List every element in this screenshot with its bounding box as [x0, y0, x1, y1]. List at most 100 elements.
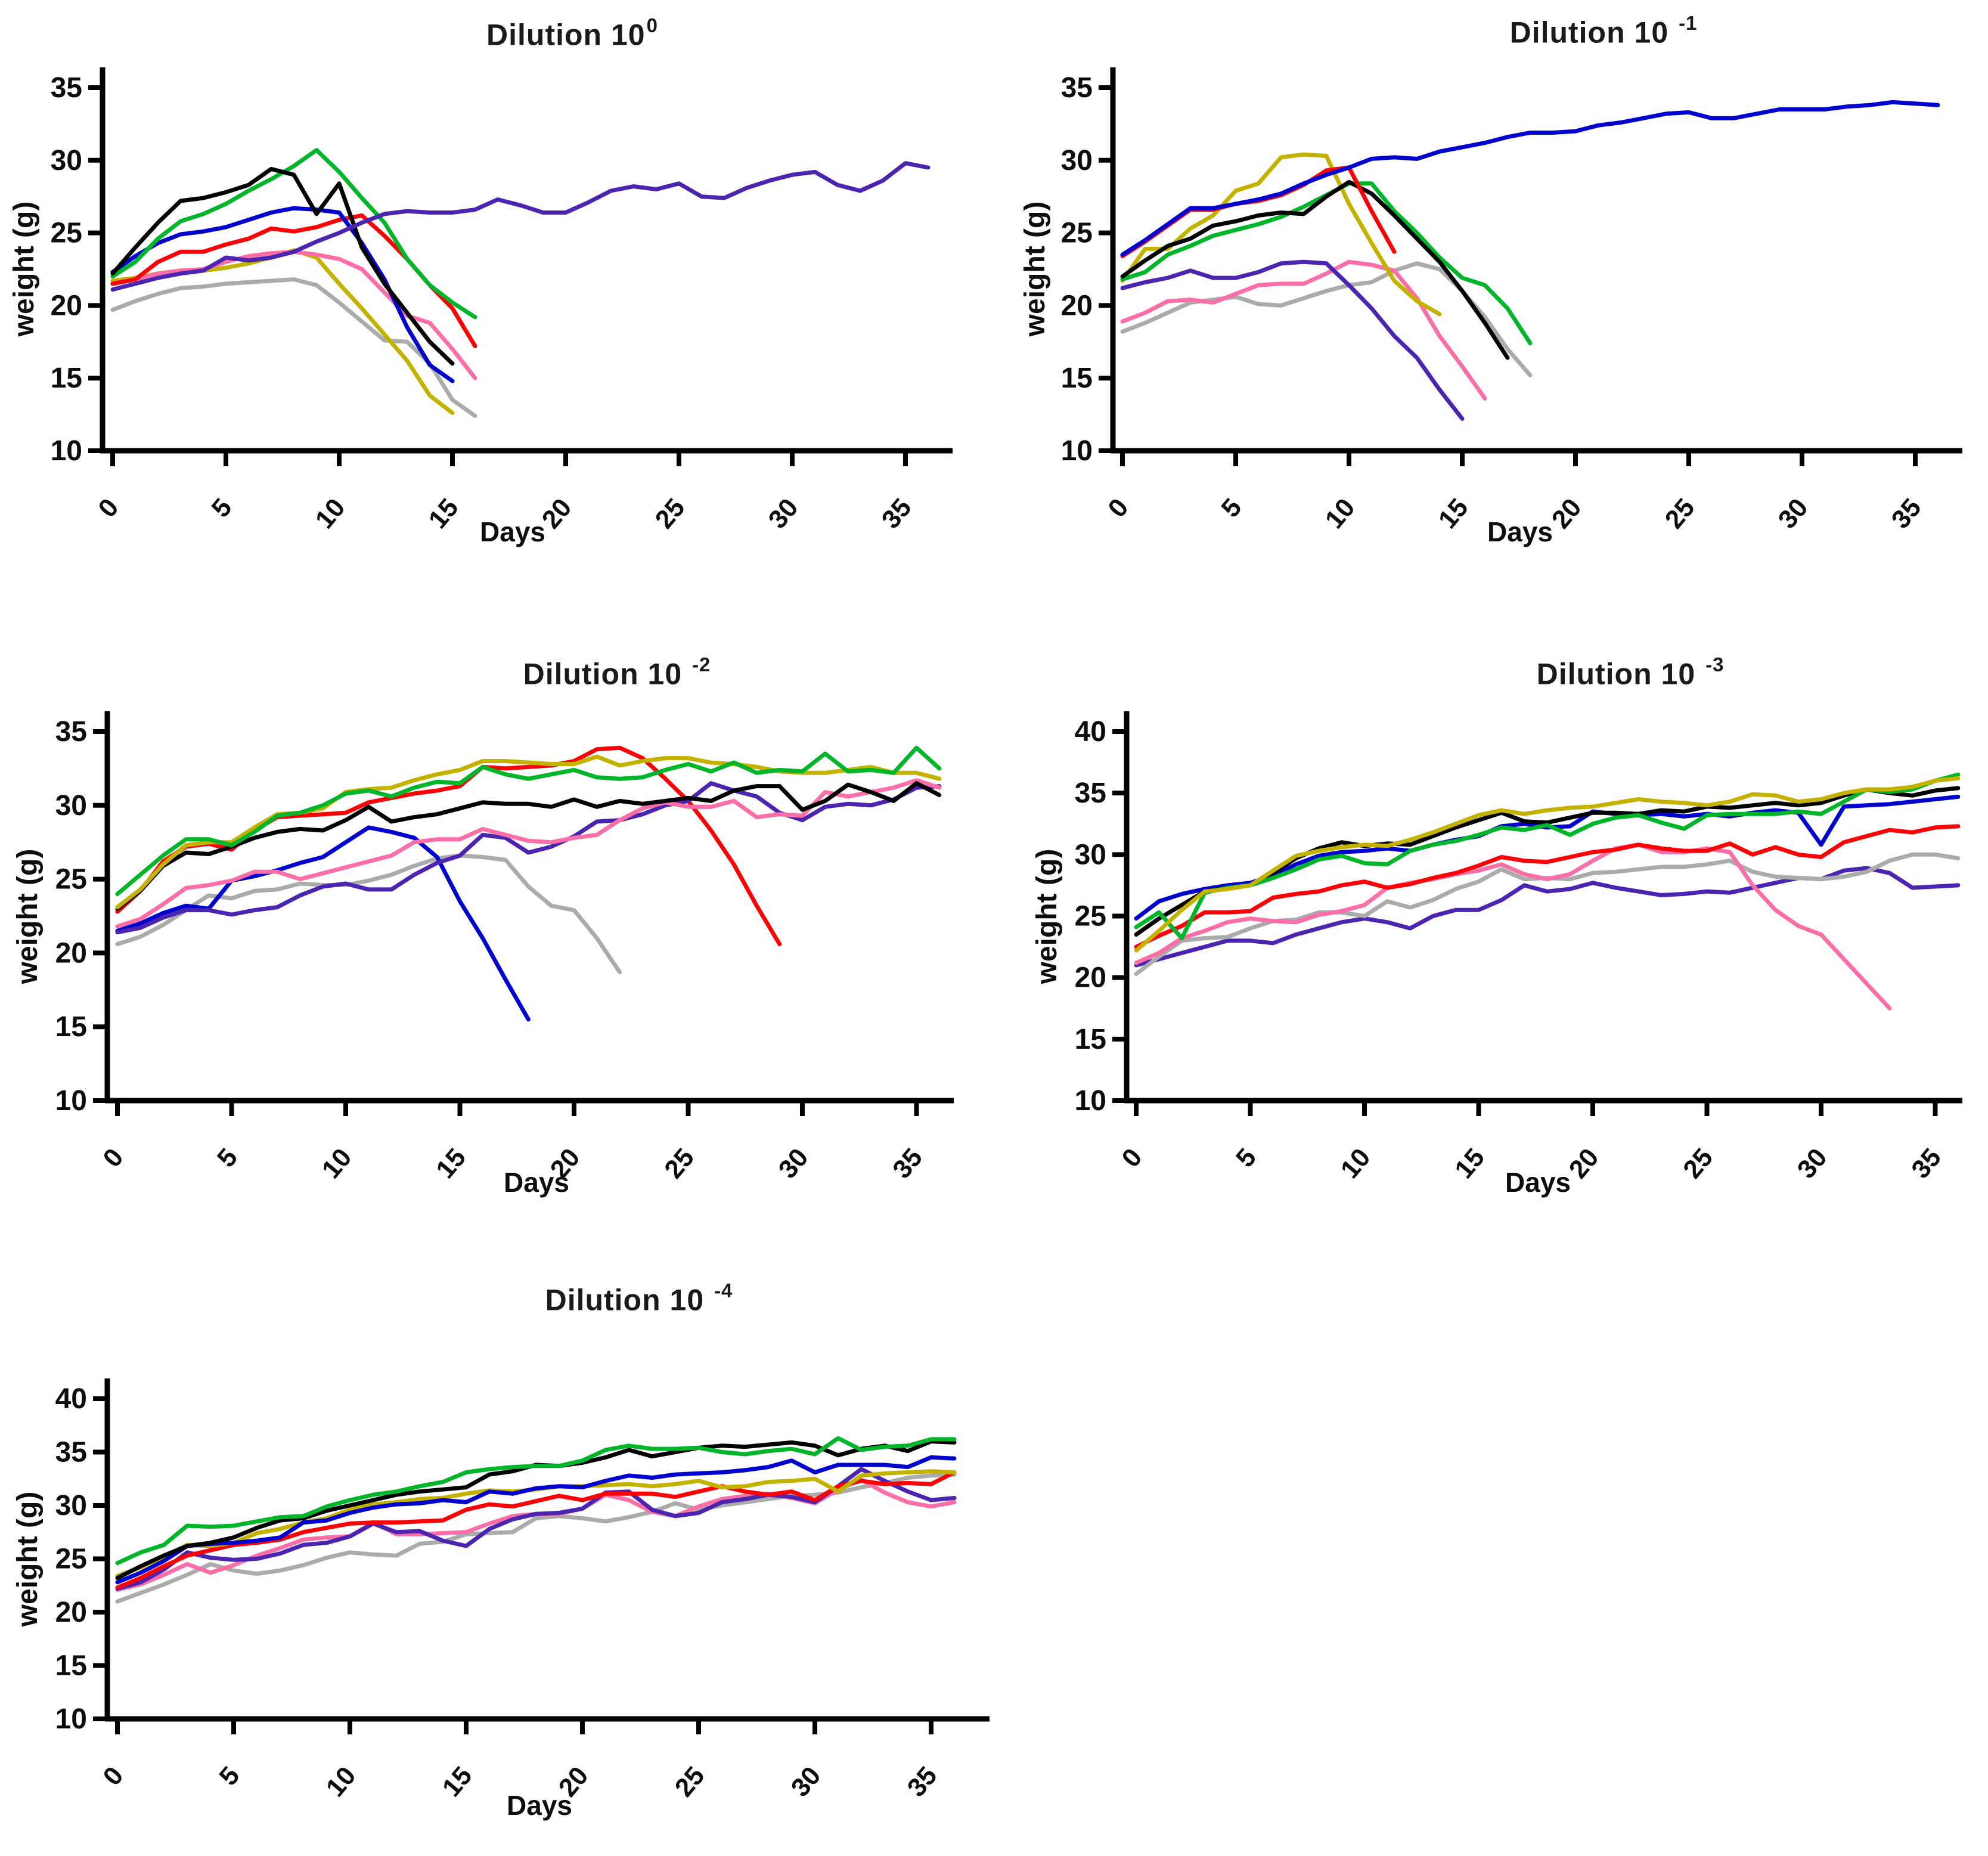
y-axis-label-dilution-1: weight (g) — [1019, 202, 1051, 337]
y-tick-label-dilution-4-35: 35 — [55, 1437, 87, 1468]
x-axis-label-dilution-3: Days — [1505, 1167, 1571, 1198]
x-tick-label-dilution-4-35: 35 — [902, 1761, 943, 1802]
series-dilution-2-purple — [115, 781, 942, 935]
series-dilution-2-green — [115, 745, 942, 896]
y-axis-label-dilution-4: weight (g) — [12, 1492, 44, 1628]
series-dilution-0-pink — [110, 249, 477, 380]
chart-title-dilution-4: Dilution 10 -4 — [545, 1279, 733, 1318]
series-dilution-3-blue — [1134, 794, 1961, 921]
y-tick-label-dilution-2-15: 15 — [55, 1011, 87, 1043]
y-tick-label-dilution-0-10: 10 — [51, 435, 82, 467]
y-tick-label-dilution-0-20: 20 — [51, 290, 82, 321]
x-tick-label-dilution-0-5: 5 — [206, 493, 237, 523]
y-tick-label-dilution-3-35: 35 — [1075, 777, 1106, 809]
x-tick-label-dilution-3-30: 30 — [1792, 1143, 1833, 1184]
x-tick-label-dilution-1-35: 35 — [1886, 493, 1927, 534]
series-dilution-0-purple — [110, 161, 931, 292]
x-tick-label-dilution-2-10: 10 — [317, 1143, 358, 1184]
chart-title-text: Dilution 10 — [523, 657, 683, 691]
chart-title-exponent: -4 — [714, 1279, 733, 1302]
y-tick-label-dilution-1-20: 20 — [1061, 290, 1093, 321]
y-tick-label-dilution-2-25: 25 — [55, 864, 87, 896]
x-tick-label-dilution-0-0: 0 — [92, 493, 124, 523]
chart-title-text: Dilution 10 — [545, 1283, 705, 1317]
series-dilution-2-black — [115, 781, 942, 911]
y-tick-label-dilution-4-25: 25 — [55, 1544, 87, 1575]
x-tick-label-dilution-4-30: 30 — [786, 1761, 827, 1802]
x-tick-label-dilution-0-25: 25 — [650, 493, 691, 534]
x-tick-label-dilution-1-0: 0 — [1102, 493, 1134, 523]
series-dilution-3-pink — [1134, 842, 1892, 1011]
x-tick-label-dilution-3-5: 5 — [1230, 1143, 1262, 1173]
x-tick-label-dilution-3-25: 25 — [1677, 1143, 1719, 1184]
y-tick-label-dilution-2-35: 35 — [55, 716, 87, 748]
x-tick-label-dilution-1-10: 10 — [1320, 493, 1361, 534]
series-dilution-0-gray — [110, 277, 477, 418]
x-tick-label-dilution-3-15: 15 — [1449, 1143, 1490, 1184]
y-axis-label-dilution-0: weight (g) — [8, 202, 40, 337]
chart-title-exponent: 0 — [646, 14, 658, 36]
y-tick-label-dilution-2-20: 20 — [55, 937, 87, 969]
x-tick-label-dilution-4-15: 15 — [437, 1761, 478, 1802]
series-dilution-1-purple — [1120, 259, 1465, 421]
chart-title-text: Dilution 10 — [1536, 657, 1696, 691]
y-tick-label-dilution-4-30: 30 — [55, 1490, 87, 1522]
y-tick-label-dilution-4-10: 10 — [55, 1703, 87, 1735]
y-tick-label-dilution-3-40: 40 — [1075, 716, 1106, 748]
x-tick-label-dilution-4-10: 10 — [321, 1761, 362, 1802]
x-tick-label-dilution-2-15: 15 — [430, 1143, 472, 1184]
x-tick-label-dilution-0-30: 30 — [763, 493, 804, 534]
x-tick-label-dilution-2-30: 30 — [773, 1143, 814, 1184]
y-tick-label-dilution-2-30: 30 — [55, 790, 87, 822]
chart-title-text: Dilution 10 — [486, 18, 646, 52]
chart-title-dilution-3: Dilution 10 -3 — [1536, 653, 1725, 692]
series-dilution-4-green — [115, 1436, 957, 1566]
series-dilution-4-purple — [115, 1467, 957, 1591]
y-tick-label-dilution-1-25: 25 — [1061, 218, 1093, 249]
y-tick-label-dilution-0-15: 15 — [51, 362, 82, 394]
series-dilution-1-black — [1120, 179, 1510, 360]
x-tick-label-dilution-0-15: 15 — [423, 493, 464, 534]
series-dilution-2-red — [115, 745, 782, 946]
y-tick-label-dilution-1-10: 10 — [1061, 435, 1093, 467]
x-tick-label-dilution-1-30: 30 — [1773, 493, 1814, 534]
x-tick-label-dilution-0-10: 10 — [310, 493, 351, 534]
x-tick-label-dilution-4-25: 25 — [669, 1761, 711, 1802]
series-dilution-3-red — [1134, 824, 1961, 949]
x-tick-label-dilution-2-35: 35 — [887, 1143, 928, 1184]
series-dilution-4-gray — [115, 1472, 957, 1604]
x-tick-label-dilution-1-15: 15 — [1433, 493, 1474, 534]
series-dilution-1-pink — [1120, 259, 1487, 401]
y-tick-label-dilution-4-40: 40 — [55, 1383, 87, 1415]
x-axis-label-dilution-2: Days — [504, 1167, 569, 1198]
y-tick-label-dilution-1-35: 35 — [1061, 72, 1093, 104]
x-tick-label-dilution-2-25: 25 — [659, 1143, 700, 1184]
chart-title-exponent: -2 — [692, 653, 711, 676]
chart-title-text: Dilution 10 — [1509, 16, 1669, 49]
y-tick-label-dilution-0-25: 25 — [51, 218, 82, 249]
chart-title-dilution-1: Dilution 10 -1 — [1509, 12, 1698, 50]
y-axis-label-dilution-3: weight (g) — [1031, 849, 1063, 985]
y-tick-label-dilution-0-30: 30 — [51, 145, 82, 176]
series-dilution-2-pink — [115, 778, 942, 929]
series-dilution-0-black — [110, 166, 455, 366]
chart-title-exponent: -1 — [1679, 12, 1698, 34]
y-tick-label-dilution-1-30: 30 — [1061, 145, 1093, 176]
chart-title-dilution-2: Dilution 10 -2 — [523, 653, 711, 692]
x-tick-label-dilution-3-35: 35 — [1906, 1143, 1947, 1184]
series-dilution-3-green — [1134, 772, 1961, 941]
x-tick-label-dilution-1-25: 25 — [1660, 493, 1701, 534]
x-tick-label-dilution-3-10: 10 — [1335, 1143, 1376, 1184]
series-dilution-4-red — [115, 1470, 957, 1590]
x-tick-label-dilution-4-0: 0 — [97, 1761, 129, 1791]
x-tick-label-dilution-1-5: 5 — [1215, 493, 1247, 523]
y-tick-label-dilution-3-20: 20 — [1075, 962, 1106, 994]
y-tick-label-dilution-4-20: 20 — [55, 1597, 87, 1628]
y-tick-label-dilution-4-15: 15 — [55, 1650, 87, 1682]
series-dilution-2-gray — [115, 853, 622, 975]
y-tick-label-dilution-1-15: 15 — [1061, 362, 1093, 394]
series-dilution-1-blue — [1120, 100, 1940, 257]
chart-title-dilution-0: Dilution 100 — [486, 14, 658, 52]
